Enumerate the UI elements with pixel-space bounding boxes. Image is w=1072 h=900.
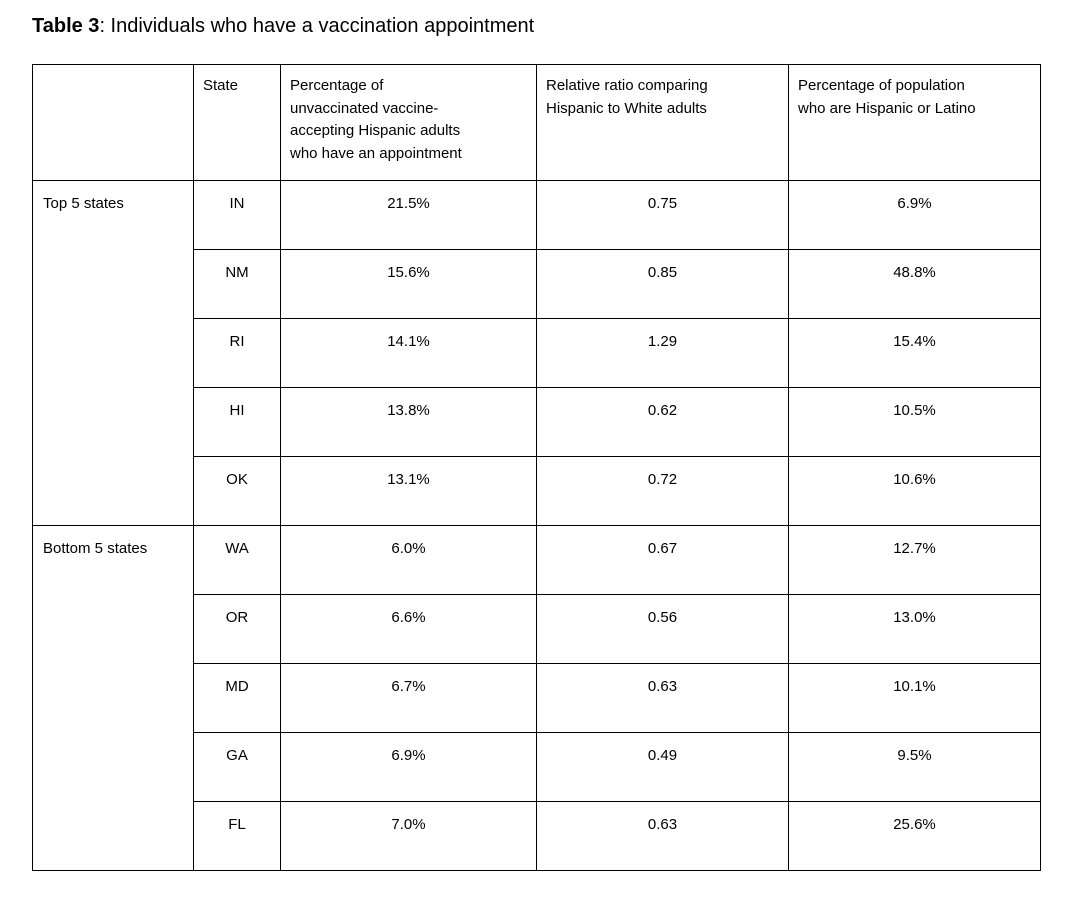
header-corner-cell	[32, 64, 194, 181]
header-pct-appointment: Percentage of unvaccinated vaccine- acce…	[280, 64, 537, 181]
relative-ratio-cell: 0.49	[536, 732, 789, 802]
table-row: RI 14.1% 1.29 15.4%	[33, 318, 1041, 388]
relative-ratio-cell: 0.63	[536, 801, 789, 871]
pct-appointment-cell: 21.5%	[280, 180, 537, 250]
table-row: OK 13.1% 0.72 10.6%	[33, 456, 1041, 526]
state-cell: WA	[193, 525, 281, 595]
relative-ratio-cell: 0.85	[536, 249, 789, 319]
relative-ratio-cell: 0.63	[536, 663, 789, 733]
state-cell: OK	[193, 456, 281, 526]
pct-appointment-cell: 15.6%	[280, 249, 537, 319]
table-title: Table 3: Individuals who have a vaccinat…	[32, 13, 534, 39]
state-cell: IN	[193, 180, 281, 250]
pct-population-cell: 6.9%	[788, 180, 1041, 250]
group-label-top-5-states: Top 5 states	[32, 180, 194, 526]
pct-population-cell: 10.1%	[788, 663, 1041, 733]
state-cell: HI	[193, 387, 281, 457]
header-pct-population: Percentage of population who are Hispani…	[788, 64, 1041, 181]
table-row: GA 6.9% 0.49 9.5%	[33, 732, 1041, 802]
header-state: State	[193, 64, 281, 181]
relative-ratio-cell: 0.62	[536, 387, 789, 457]
table-title-text: : Individuals who have a vaccination app…	[99, 15, 535, 37]
header-row: State Percentage of unvaccinated vaccine…	[32, 64, 1041, 181]
pct-population-cell: 15.4%	[788, 318, 1041, 388]
pct-population-cell: 13.0%	[788, 594, 1041, 664]
pct-appointment-cell: 6.7%	[280, 663, 537, 733]
state-cell: GA	[193, 732, 281, 802]
table-row: HI 13.8% 0.62 10.5%	[33, 387, 1041, 457]
state-cell: OR	[193, 594, 281, 664]
relative-ratio-cell: 0.56	[536, 594, 789, 664]
table-row: Bottom 5 states WA 6.0% 0.67 12.7%	[32, 525, 1041, 871]
pct-appointment-cell: 6.9%	[280, 732, 537, 802]
table-row: FL 7.0% 0.63 25.6%	[33, 801, 1041, 871]
relative-ratio-cell: 0.75	[536, 180, 789, 250]
table-row: Top 5 states IN 21.5% 0.75 6.9%	[32, 180, 1041, 526]
pct-population-cell: 48.8%	[788, 249, 1041, 319]
pct-appointment-cell: 13.1%	[280, 456, 537, 526]
relative-ratio-cell: 1.29	[536, 318, 789, 388]
relative-ratio-cell: 0.72	[536, 456, 789, 526]
pct-population-cell: 10.5%	[788, 387, 1041, 457]
table-row: MD 6.7% 0.63 10.1%	[33, 663, 1041, 733]
table-row: OR 6.6% 0.56 13.0%	[33, 594, 1041, 664]
pct-population-cell: 9.5%	[788, 732, 1041, 802]
state-cell: MD	[193, 663, 281, 733]
pct-appointment-cell: 6.0%	[280, 525, 537, 595]
table-row: NM 15.6% 0.85 48.8%	[33, 249, 1041, 319]
table-title-number: Table 3	[32, 15, 100, 37]
pct-appointment-cell: 14.1%	[280, 318, 537, 388]
state-cell: FL	[193, 801, 281, 871]
pct-appointment-cell: 13.8%	[280, 387, 537, 457]
state-cell: RI	[193, 318, 281, 388]
pct-appointment-cell: 6.6%	[280, 594, 537, 664]
state-cell: NM	[193, 249, 281, 319]
pct-population-cell: 25.6%	[788, 801, 1041, 871]
relative-ratio-cell: 0.67	[536, 525, 789, 595]
pct-appointment-cell: 7.0%	[280, 801, 537, 871]
vaccination-appointment-table: State Percentage of unvaccinated vaccine…	[32, 64, 1041, 871]
group-label-bottom-5-states: Bottom 5 states	[32, 525, 194, 871]
pct-population-cell: 12.7%	[788, 525, 1041, 595]
header-relative-ratio: Relative ratio comparing Hispanic to Whi…	[536, 64, 789, 181]
pct-population-cell: 10.6%	[788, 456, 1041, 526]
